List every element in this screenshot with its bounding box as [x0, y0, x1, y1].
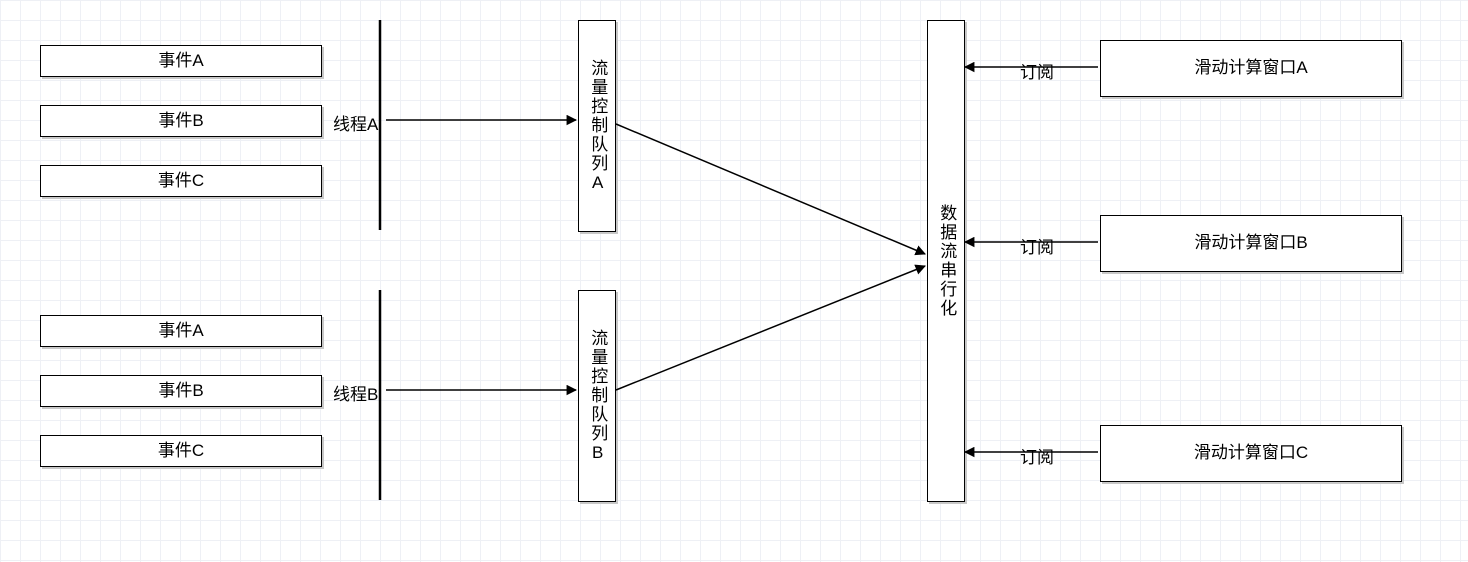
subscribe-1-label: 订阅	[1020, 58, 1054, 83]
event-c-2-label: 事件C	[158, 441, 204, 461]
edge-queue-a-serialize	[616, 124, 925, 254]
window-a: 滑动计算窗口A	[1100, 40, 1402, 97]
queue-b: 流量控制队列B	[578, 290, 616, 502]
window-a-label: 滑动计算窗口A	[1194, 58, 1307, 78]
event-b-1: 事件B	[40, 105, 322, 137]
event-a-2-label: 事件A	[158, 321, 203, 341]
edge-queue-b-serialize	[616, 266, 925, 390]
queue-b-label: 流量控制队列B	[587, 329, 607, 464]
event-a-1-label: 事件A	[158, 51, 203, 71]
event-b-2-label: 事件B	[158, 381, 203, 401]
event-c-1-label: 事件C	[158, 171, 204, 191]
event-b-1-label: 事件B	[158, 111, 203, 131]
thread-a-label: 线程A	[333, 110, 378, 135]
serialize: 数据流串行化	[927, 20, 965, 502]
serialize-label: 数据流串行化	[936, 204, 956, 318]
queue-a-label: 流量控制队列A	[587, 59, 607, 194]
event-a-2: 事件A	[40, 315, 322, 347]
queue-a: 流量控制队列A	[578, 20, 616, 232]
window-c: 滑动计算窗口C	[1100, 425, 1402, 482]
window-c-label: 滑动计算窗口C	[1194, 443, 1308, 463]
thread-b-label: 线程B	[333, 380, 378, 405]
event-c-1: 事件C	[40, 165, 322, 197]
window-b: 滑动计算窗口B	[1100, 215, 1402, 272]
event-c-2: 事件C	[40, 435, 322, 467]
subscribe-2-label: 订阅	[1020, 233, 1054, 258]
subscribe-3-label: 订阅	[1020, 443, 1054, 468]
event-b-2: 事件B	[40, 375, 322, 407]
event-a-1: 事件A	[40, 45, 322, 77]
window-b-label: 滑动计算窗口B	[1194, 233, 1307, 253]
